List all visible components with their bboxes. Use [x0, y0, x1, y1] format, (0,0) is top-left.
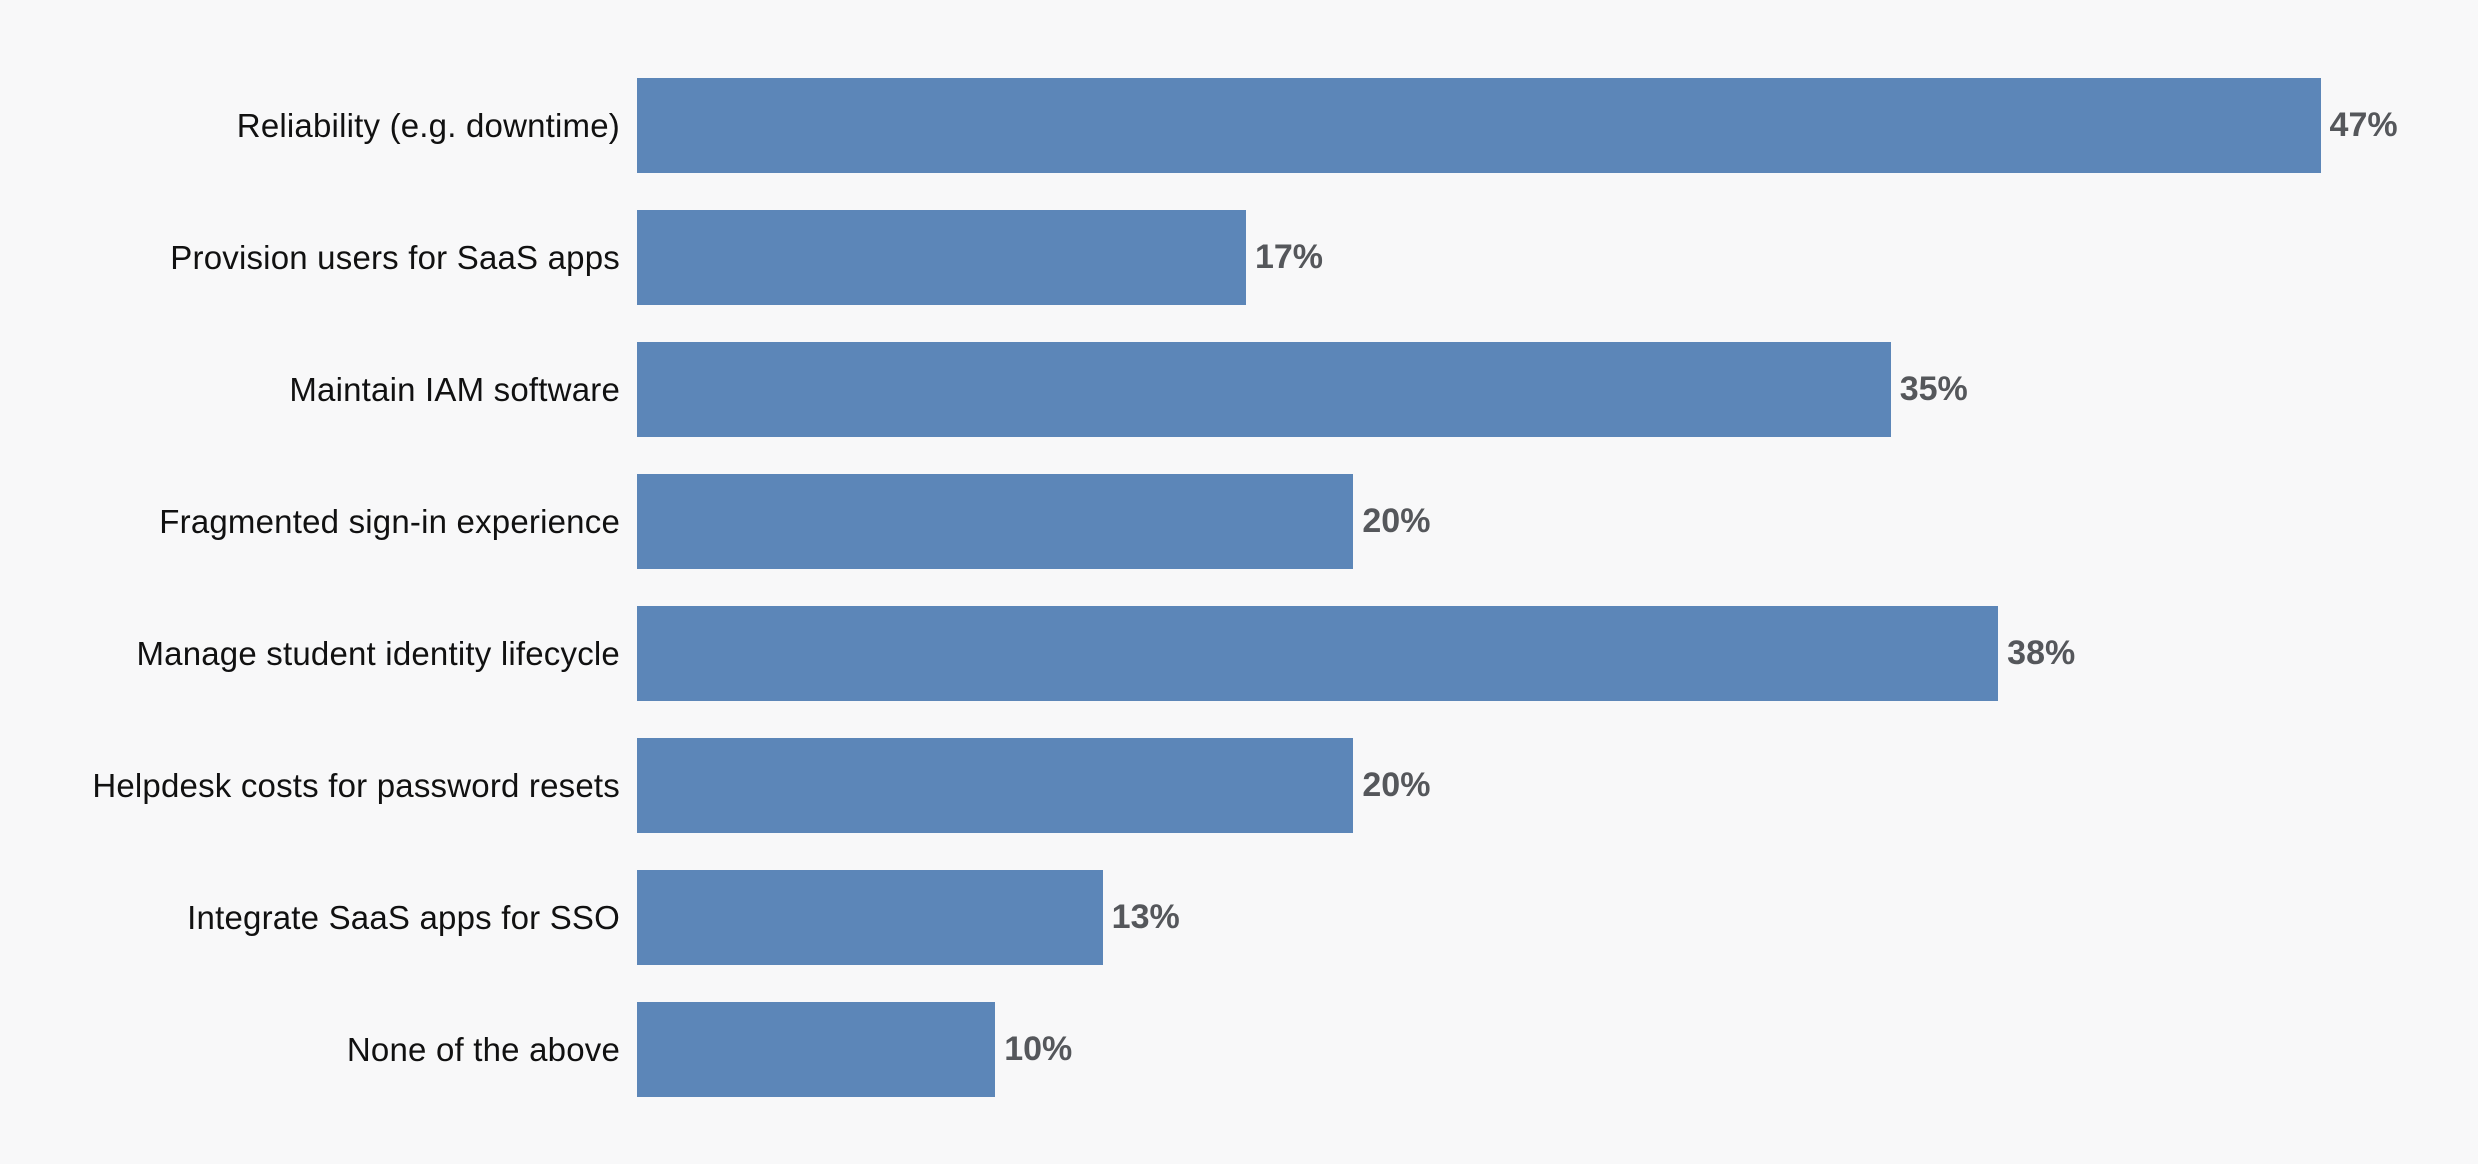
bar-row: Helpdesk costs for password resets 20% [35, 738, 2428, 833]
bar [637, 738, 1354, 833]
value-label: 20% [1362, 502, 1431, 540]
category-label: Helpdesk costs for password resets [92, 766, 620, 804]
bar [637, 78, 2321, 173]
category-label: None of the above [346, 1030, 620, 1068]
bar-track: 38% [637, 606, 2428, 701]
bar-row: None of the above 10% [35, 1002, 2428, 1097]
bar-row: Fragmented sign-in experience 20% [35, 474, 2428, 569]
value-label: 38% [2007, 634, 2076, 672]
bar-track: 35% [637, 342, 2428, 437]
bar [637, 606, 1999, 701]
category-label: Integrate SaaS apps for SSO [187, 898, 620, 936]
value-label: 20% [1362, 766, 1431, 804]
category-label: Maintain IAM software [289, 370, 620, 408]
bar [637, 1002, 996, 1097]
value-label: 47% [2329, 106, 2398, 144]
bar [637, 474, 1354, 569]
value-label: 35% [1899, 370, 1968, 408]
value-label: 17% [1254, 238, 1323, 276]
bar-row: Reliability (e.g. downtime) 47% [35, 78, 2428, 173]
bar-row: Integrate SaaS apps for SSO 13% [35, 870, 2428, 965]
bar-row: Provision users for SaaS apps 17% [35, 210, 2428, 305]
bar-track: 13% [637, 870, 2428, 965]
category-label: Manage student identity lifecycle [136, 634, 620, 672]
value-label: 10% [1004, 1030, 1073, 1068]
bar-track: 47% [637, 78, 2428, 173]
bar [637, 210, 1246, 305]
category-label: Reliability (e.g. downtime) [236, 106, 620, 144]
value-label: 13% [1111, 898, 1180, 936]
bar [637, 870, 1103, 965]
bar-track: 10% [637, 1002, 2428, 1097]
bar-track: 20% [637, 474, 2428, 569]
bar-track: 17% [637, 210, 2428, 305]
bar [637, 342, 1891, 437]
bar-row: Manage student identity lifecycle 38% [35, 606, 2428, 701]
category-label: Provision users for SaaS apps [170, 238, 620, 276]
category-label: Fragmented sign-in experience [159, 502, 620, 540]
bar-row: Maintain IAM software 35% [35, 342, 2428, 437]
bar-track: 20% [637, 738, 2428, 833]
